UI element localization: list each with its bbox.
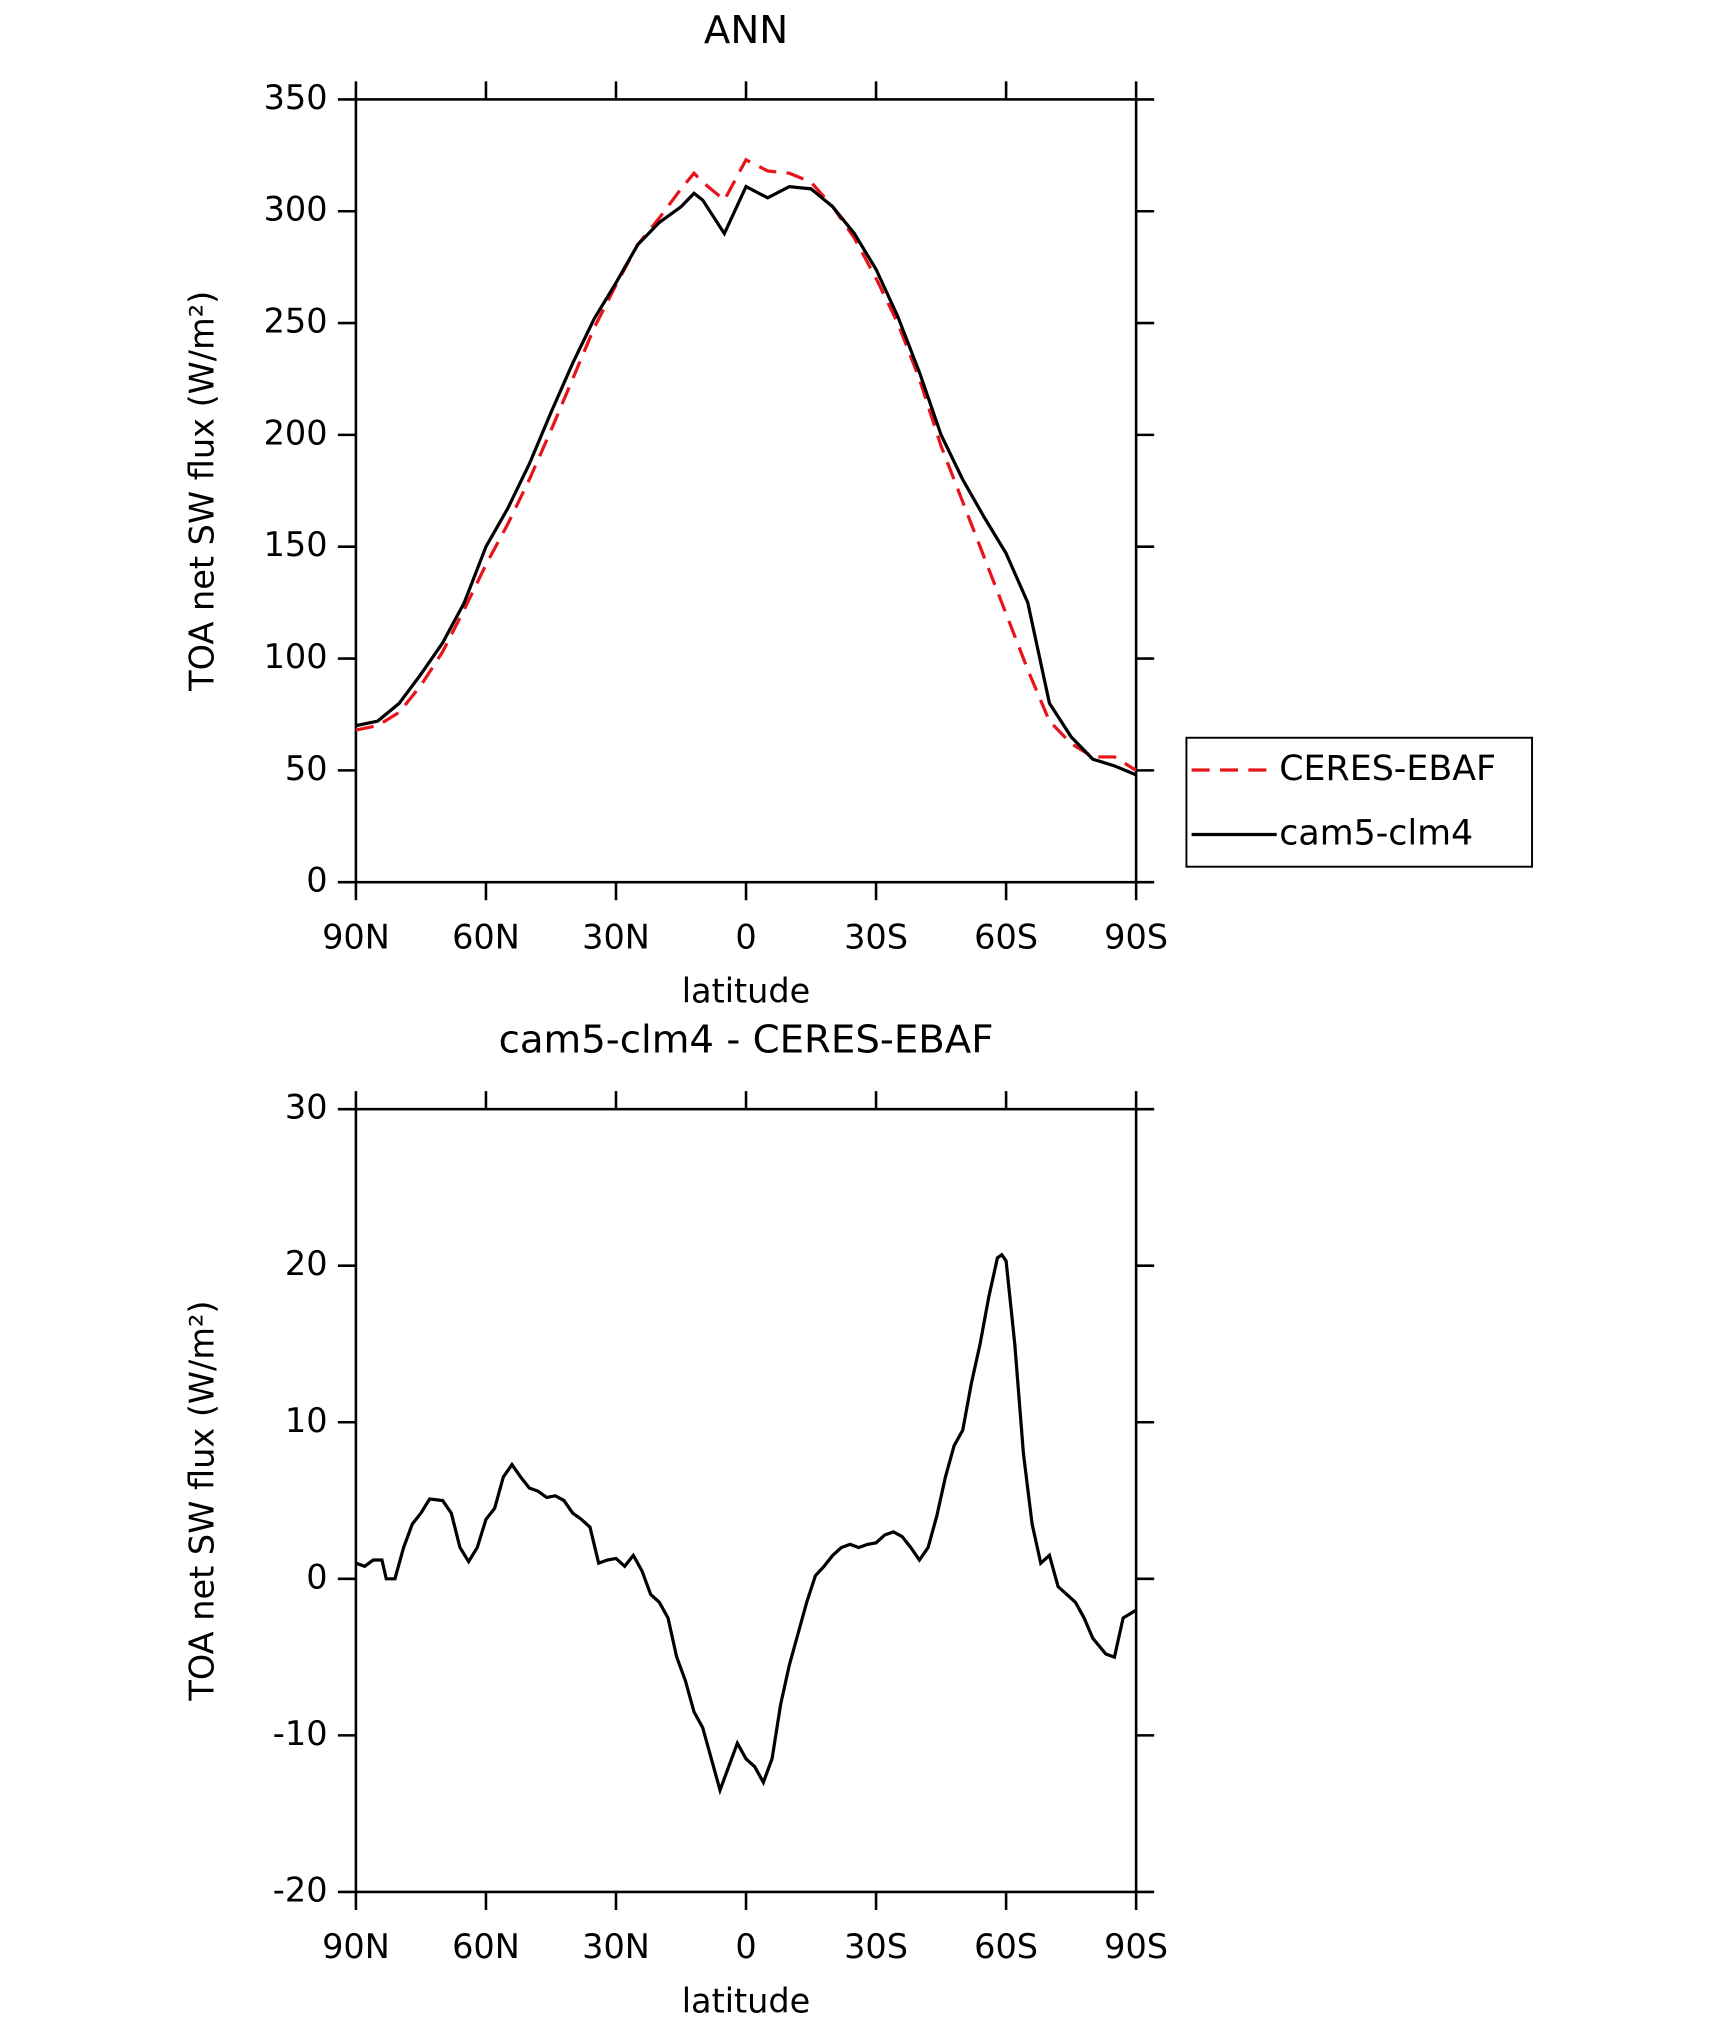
- legend-box: [1185, 736, 1534, 868]
- plot-frame: [354, 1107, 1138, 1894]
- x-tick-label: 90S: [1104, 1927, 1168, 1966]
- y-tick-label: 100: [264, 637, 328, 676]
- data-line: [355, 157, 1137, 772]
- x-tick-label: 0: [735, 917, 756, 956]
- y-axis-label: TOA net SW flux (W/m²): [182, 291, 221, 692]
- y-tick-label: 50: [285, 749, 328, 788]
- legend-label: CERES-EBAF: [1279, 749, 1496, 789]
- data-line: [355, 184, 1137, 777]
- plot-frame: [354, 98, 1138, 884]
- legend-label: cam5-clm4: [1279, 813, 1473, 853]
- x-tick-label: 60S: [974, 1927, 1038, 1966]
- y-tick-label: -10: [273, 1714, 328, 1753]
- x-tick-label: 30N: [582, 1927, 650, 1966]
- y-axis-label: TOA net SW flux (W/m²): [182, 1301, 221, 1702]
- chart-title: cam5-clm4 - CERES-EBAF: [499, 1018, 994, 1063]
- x-tick-label: 60S: [974, 917, 1038, 956]
- x-tick-label: 90N: [322, 1927, 390, 1966]
- x-tick-label: 60N: [452, 1927, 520, 1966]
- y-tick-label: 10: [285, 1401, 328, 1440]
- x-tick-label: 30N: [582, 917, 650, 956]
- y-tick-label: 200: [264, 413, 328, 452]
- y-tick-label: 0: [306, 861, 327, 900]
- x-tick-label: 30S: [844, 917, 908, 956]
- x-tick-label: 90N: [322, 917, 390, 956]
- y-tick-label: 350: [264, 78, 328, 117]
- y-tick-label: 300: [264, 190, 328, 229]
- x-tick-label: 90S: [1104, 917, 1168, 956]
- y-tick-label: 20: [285, 1244, 328, 1283]
- x-tick-label: 0: [735, 1927, 756, 1966]
- y-tick-label: 30: [285, 1088, 328, 1127]
- y-tick-label: 250: [264, 302, 328, 341]
- x-axis-label: latitude: [682, 972, 811, 1011]
- chart-title: ANN: [704, 8, 788, 53]
- data-line: [355, 1252, 1137, 1796]
- y-tick-label: 150: [264, 525, 328, 564]
- x-tick-label: 30S: [844, 1927, 908, 1966]
- x-axis-label: latitude: [682, 1981, 811, 2020]
- x-tick-label: 60N: [452, 917, 520, 956]
- y-tick-label: 0: [306, 1557, 327, 1596]
- y-tick-label: -20: [273, 1870, 328, 1909]
